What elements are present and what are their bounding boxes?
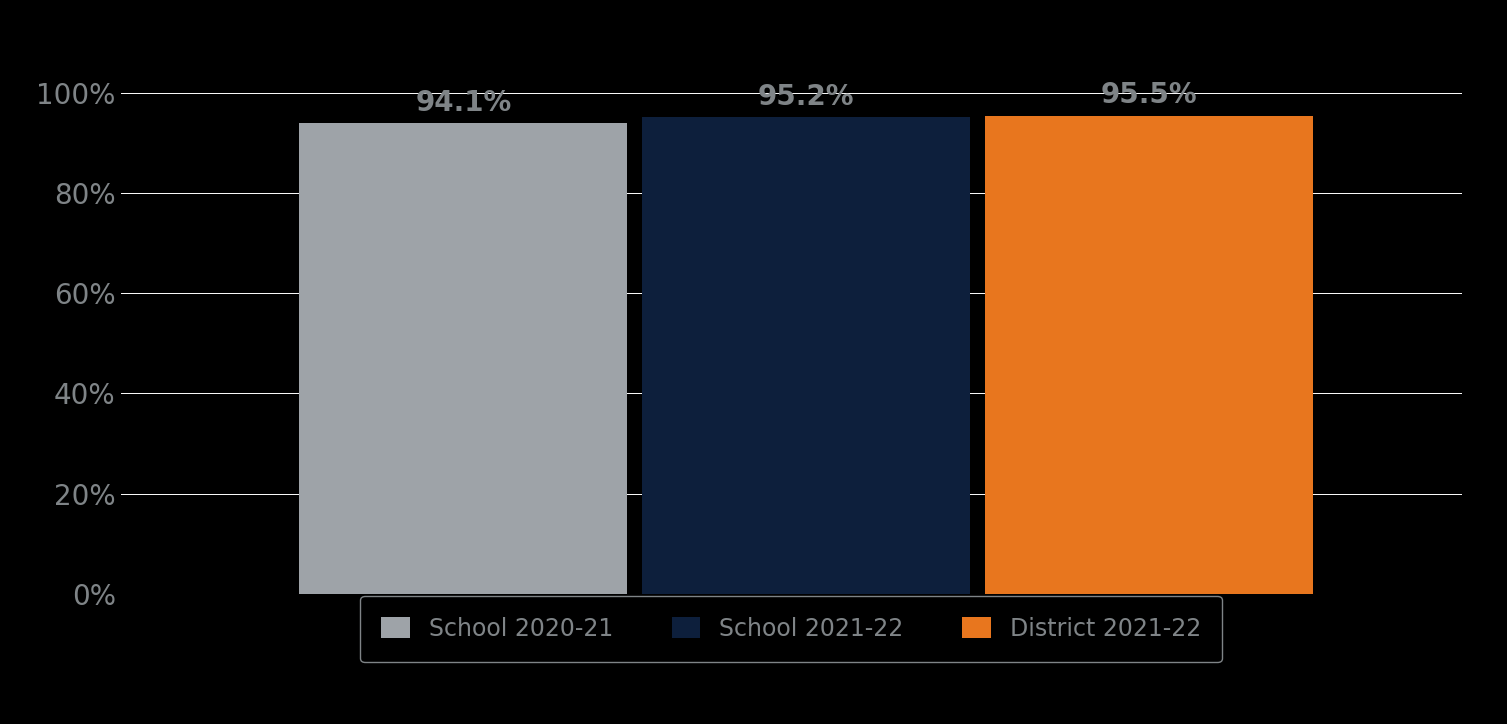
- Bar: [642, 117, 971, 594]
- Text: 95.5%: 95.5%: [1100, 82, 1197, 109]
- Text: 94.1%: 94.1%: [416, 88, 511, 117]
- Legend: School 2020-21, School 2021-22, District 2021-22: School 2020-21, School 2021-22, District…: [360, 596, 1222, 662]
- Bar: [986, 116, 1313, 594]
- Bar: [300, 122, 627, 594]
- Text: 95.2%: 95.2%: [758, 83, 854, 111]
